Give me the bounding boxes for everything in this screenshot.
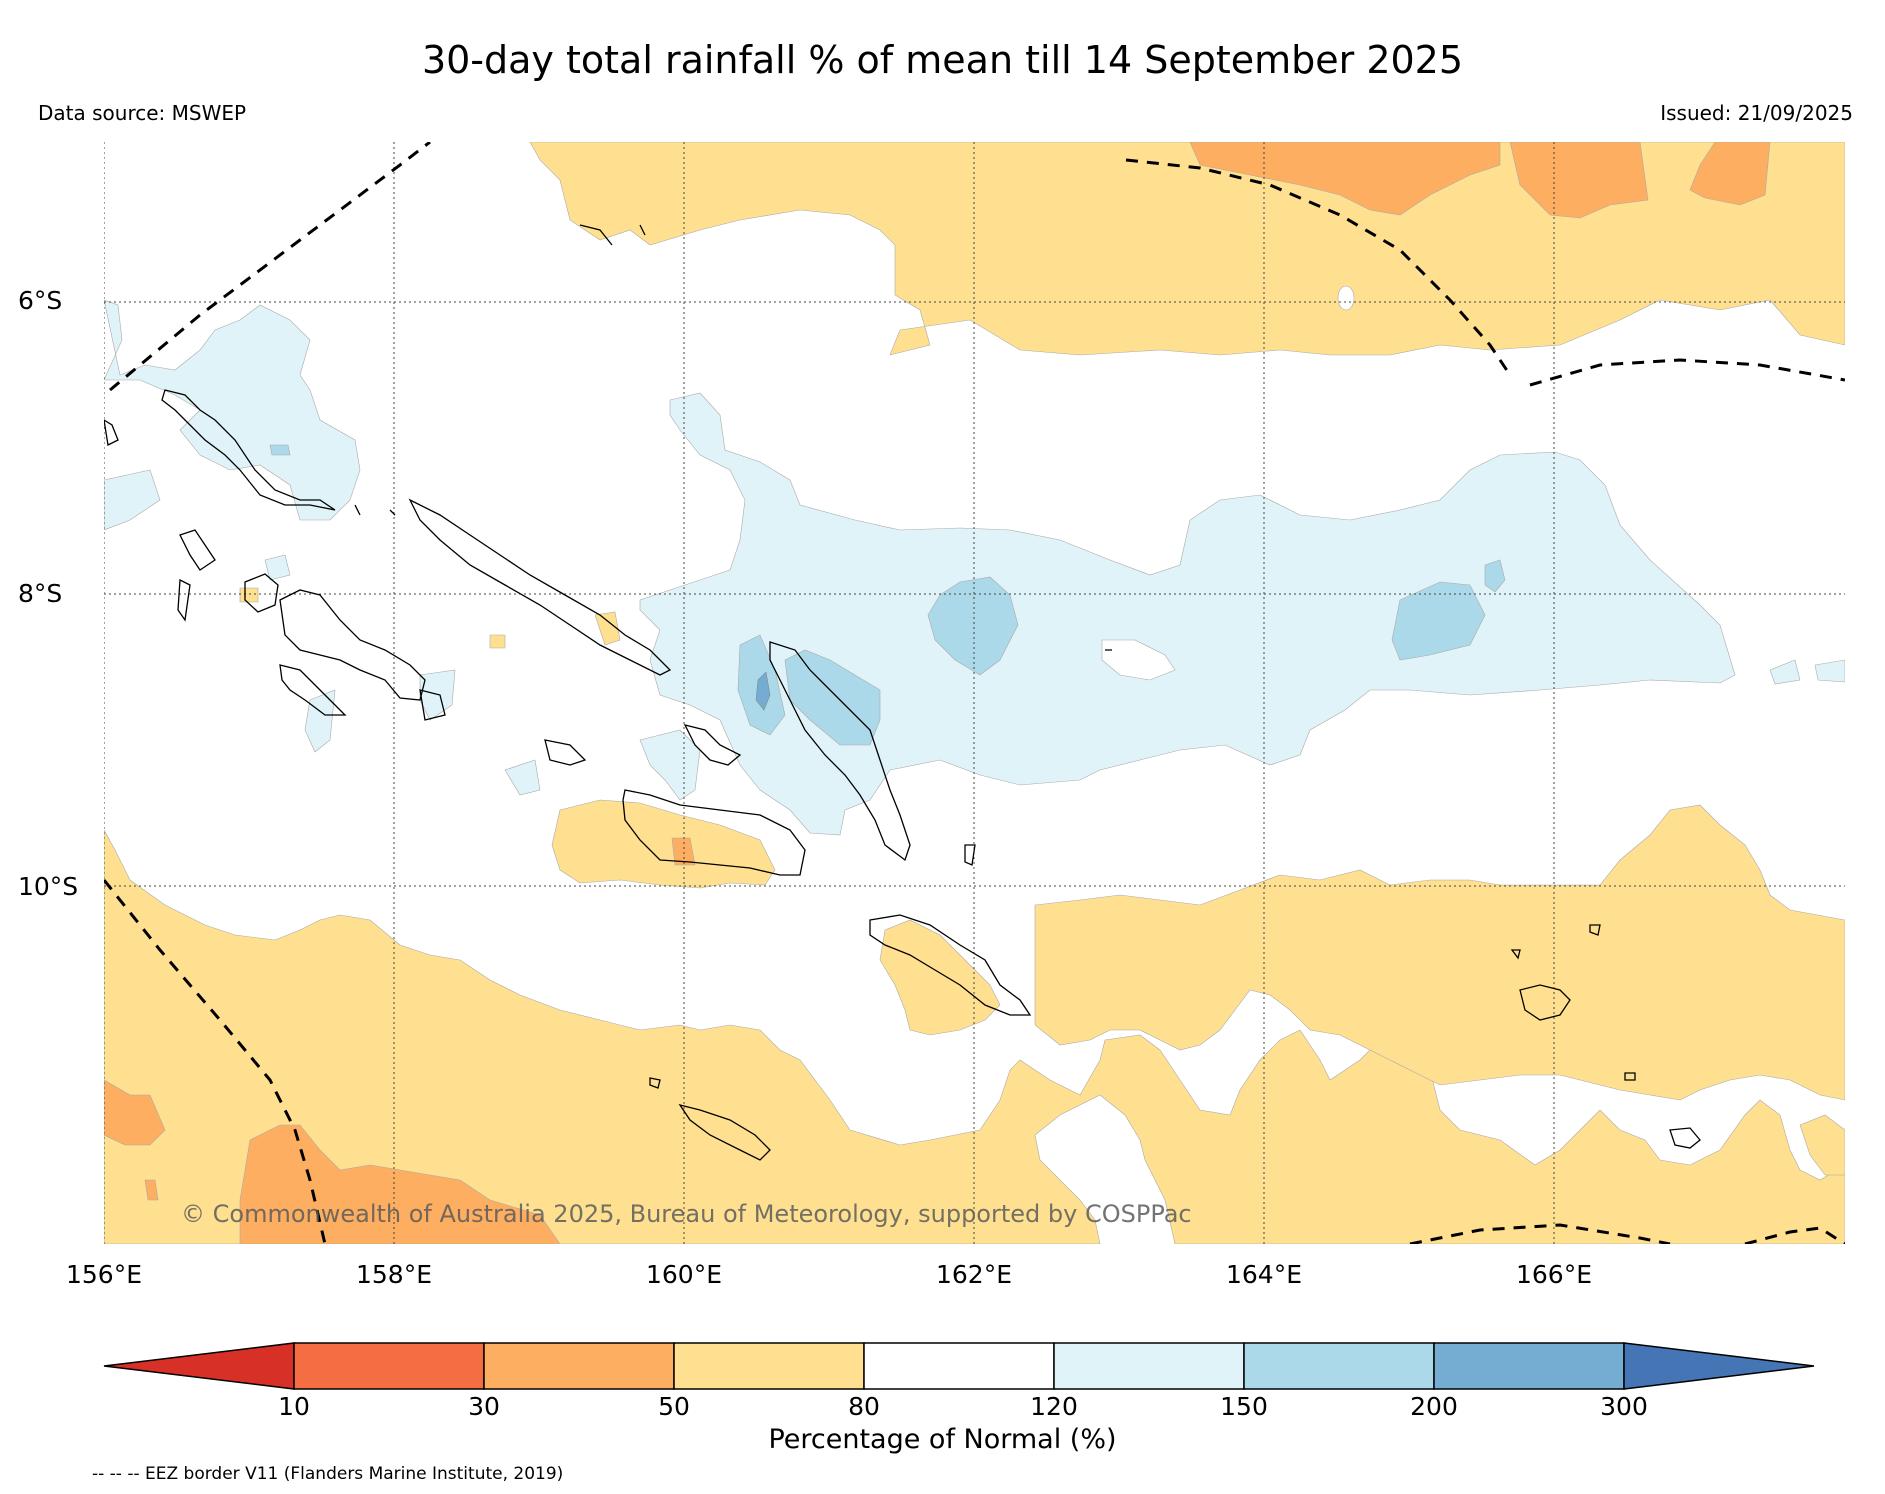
coast-ulawa (964, 844, 976, 866)
coastlines (104, 224, 1701, 1161)
coast-nendo (1519, 984, 1571, 1021)
colorbar-bin-120-150 (1053, 1342, 1245, 1390)
coast-kolombangara (244, 573, 279, 613)
lon-label-160e: 160°E (645, 1260, 723, 1289)
colorbar-bin-80-120 (863, 1342, 1055, 1390)
eez-border-nw (109, 142, 431, 392)
coast-ontong (579, 224, 646, 246)
region-dry-small (239, 587, 621, 649)
coast-malaita (769, 641, 911, 862)
region-wet-small2 (264, 554, 291, 581)
graticule (104, 142, 1845, 1244)
coast-choiseul (408, 498, 672, 676)
coast-vella (419, 689, 446, 721)
coast-rennell (678, 1103, 771, 1161)
copyright-watermark: © Commonwealth of Australia 2025, Bureau… (181, 1200, 1192, 1228)
data-source-label: Data source: MSWEP (38, 101, 247, 125)
map-title: 30-day total rainfall % of mean till 14 … (421, 38, 1464, 82)
coast-florida (683, 724, 742, 766)
lon-label-156e: 156°E (65, 1260, 143, 1289)
region-wet-mid-south (639, 729, 701, 801)
region-wet-core-4 (784, 649, 881, 746)
lon-label-166e: 166°E (1515, 1260, 1593, 1289)
lon-label-162e: 162°E (935, 1260, 1013, 1289)
coast-north-small (354, 504, 1112, 651)
region-dry-mid-isl (551, 799, 776, 889)
lat-label-8s: 8°S (18, 579, 63, 608)
region-dry-north (529, 142, 1845, 356)
lon-label-164e: 164°E (1225, 1260, 1303, 1289)
region-dry-30-50-south (239, 1124, 561, 1244)
coast-rendova (279, 664, 347, 716)
colorbar-tick-50: 50 (658, 1392, 690, 1421)
colorbar-title: Percentage of Normal (%) (768, 1424, 1117, 1455)
region-dry-north-east2 (1689, 142, 1771, 206)
region-wet-central (639, 392, 1736, 836)
lat-label-6s: 6°S (18, 286, 63, 315)
region-normal-patch (1101, 639, 1176, 681)
region-dry-east-tip (1799, 1114, 1845, 1176)
region-dry-south (104, 829, 1845, 1244)
lon-label-158e: 158°E (355, 1260, 433, 1289)
colorbar-bin-30-50 (483, 1342, 675, 1390)
coast-utupua (1624, 1072, 1636, 1081)
colorbar-bin-10-30 (293, 1342, 485, 1390)
colorbar-extend-high (1623, 1342, 1815, 1390)
coast-reef (1510, 924, 1601, 960)
eez-border-e (1529, 358, 1845, 387)
colorbar-tick-10: 10 (278, 1392, 310, 1421)
region-wet-west-lower (104, 469, 161, 531)
coast-bougainville-n (104, 419, 119, 446)
coast-santa-isabel-w (177, 578, 191, 622)
region-wet-small (504, 759, 541, 796)
region-dry-mid-isl2 (879, 919, 1001, 1036)
eez-border-s (1409, 1223, 1671, 1244)
coast-bellona (649, 1077, 661, 1089)
map-area (104, 142, 1845, 1244)
colorbar (103, 1342, 1815, 1390)
eez-border-sw (104, 879, 327, 1244)
region-wet-east-tail (1769, 659, 1845, 685)
coast-shortland (179, 529, 216, 571)
region-dry-south-east (1034, 804, 1845, 1101)
coast-bougainville (161, 389, 336, 511)
colorbar-bin-200-300 (1433, 1342, 1625, 1390)
colorbar-bin-150-200 (1243, 1342, 1435, 1390)
coast-new-georgia (279, 589, 426, 701)
eez-legend-note: -- -- -- EEZ border V11 (Flanders Marine… (92, 1464, 564, 1484)
region-wet-peak (755, 671, 771, 711)
region-wet-core-5 (1484, 559, 1506, 593)
colorbar-tick-300: 300 (1600, 1392, 1648, 1421)
colorbar-tick-200: 200 (1410, 1392, 1458, 1421)
region-wet-west (104, 299, 361, 521)
coast-makira (869, 914, 1032, 1016)
region-dry-north-inner (1189, 142, 1501, 216)
coast-vanikoro (1669, 1127, 1701, 1149)
region-wet-core-1 (927, 576, 1019, 676)
colorbar-tick-30: 30 (468, 1392, 500, 1421)
region-white-spot (1337, 285, 1355, 311)
eez-border-se (1744, 1226, 1845, 1244)
eez-border-ne (1125, 158, 1512, 376)
region-dry-north-east (1509, 142, 1649, 219)
region-wet-core-2 (1391, 581, 1486, 661)
region-dry-30-50-west (104, 1079, 166, 1146)
region-wet-tiny (269, 444, 291, 456)
lat-label-10s: 10°S (18, 872, 79, 901)
coast-guadalcanal (622, 789, 806, 876)
colorbar-bin-50-80 (673, 1342, 865, 1390)
issued-date-label: Issued: 21/09/2025 (1660, 101, 1853, 125)
colorbar-tick-150: 150 (1220, 1392, 1268, 1421)
colorbar-tick-80: 80 (848, 1392, 880, 1421)
eez-borders (104, 142, 1845, 1244)
colorbar-extend-low (103, 1342, 295, 1390)
colorbar-tick-120: 120 (1030, 1392, 1078, 1421)
coast-russell (544, 739, 587, 766)
region-dry-30-50-tiny (144, 1179, 159, 1201)
